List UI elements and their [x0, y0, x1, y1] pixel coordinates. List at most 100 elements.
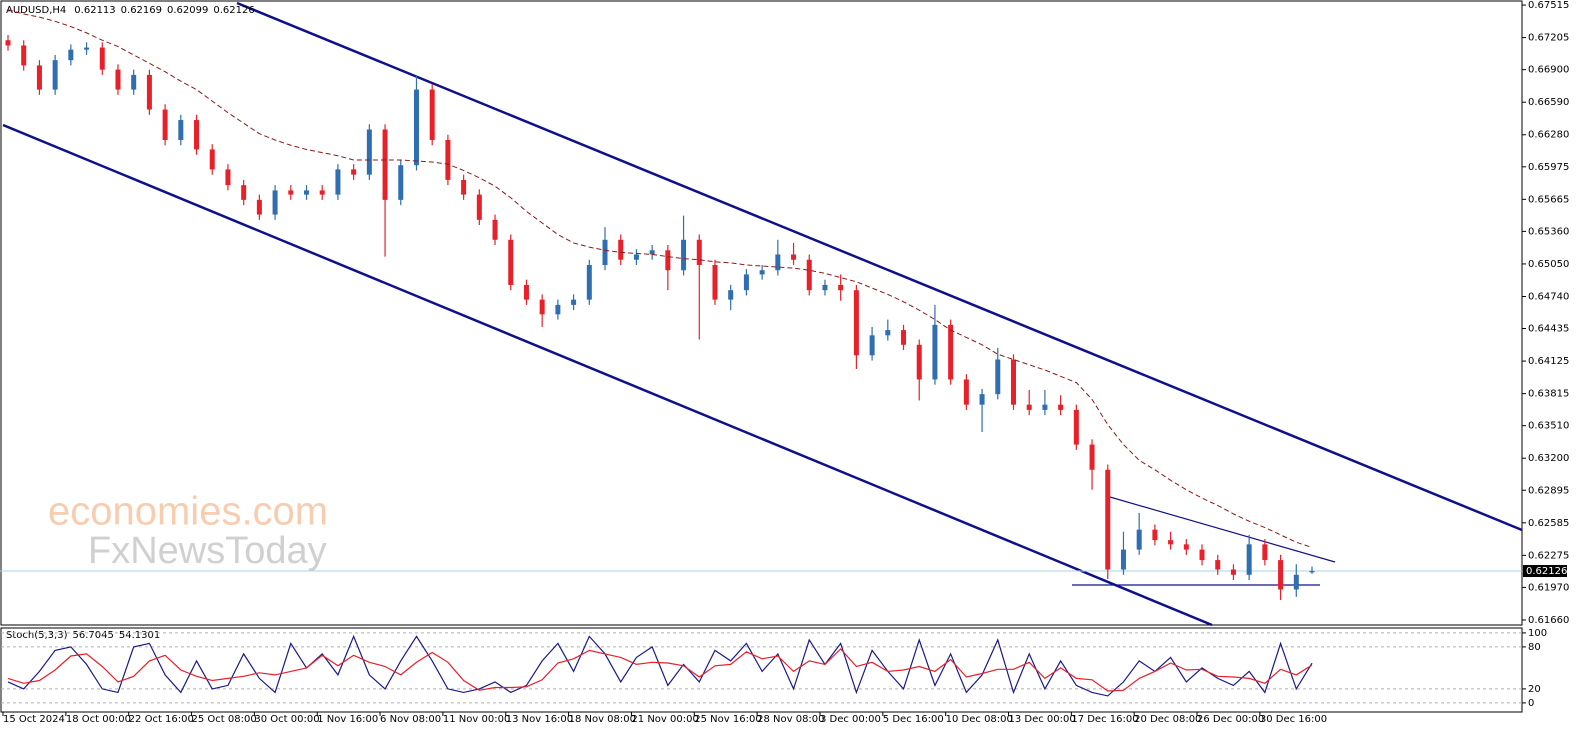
low-value: 0.62099: [167, 5, 208, 16]
candle-body: [68, 49, 74, 61]
candle-body: [901, 330, 907, 345]
candle-body: [633, 254, 639, 260]
candle-body: [5, 40, 11, 46]
candle-body: [618, 239, 624, 260]
channel: [2, 1, 1523, 627]
y-tick-label: 0.61660: [1528, 615, 1569, 626]
candle-body: [351, 169, 357, 175]
candle-body: [445, 140, 451, 180]
y-tick-label: 0.65360: [1528, 226, 1569, 237]
y-tick-label: 0.63815: [1528, 389, 1569, 400]
x-tick-label: 25 Oct 08:00: [192, 714, 257, 725]
y-tick-label: 0.62895: [1528, 485, 1569, 496]
candle-body: [696, 239, 702, 265]
x-tick-label: 30 Oct 00:00: [254, 714, 319, 725]
candle-body: [1183, 544, 1189, 550]
candle-body: [775, 254, 781, 271]
candle-body: [885, 330, 891, 336]
x-tick-label: 5 Dec 16:00: [883, 714, 944, 725]
candle-body: [413, 89, 419, 166]
y-tick-label: 0.61970: [1528, 582, 1569, 593]
candle-body: [319, 190, 325, 195]
candle-body: [665, 250, 671, 271]
y-tick-label: 0.63200: [1528, 453, 1569, 464]
candle-body: [1246, 544, 1252, 575]
candle-body: [256, 199, 262, 215]
watermark: economies.com: [48, 490, 328, 534]
y-tick-label: 0.62585: [1528, 518, 1569, 529]
candle-body: [335, 169, 341, 195]
candle-body: [759, 270, 765, 275]
candle-body: [241, 185, 247, 200]
candle-body: [555, 304, 561, 315]
candle-body: [225, 169, 231, 186]
symbol: AUDUSD,H4: [6, 5, 66, 16]
moving-average: [7, 9, 1313, 548]
x-tick-label: 20 Dec 08:00: [1134, 714, 1201, 725]
candle-body: [162, 109, 168, 141]
candle-body: [1058, 404, 1064, 410]
candle-body: [916, 344, 922, 380]
candle-body: [963, 379, 969, 405]
y-tick-label: 100: [1528, 628, 1547, 639]
close-value: 0.62126: [213, 5, 254, 16]
candle-body: [602, 239, 608, 265]
x-tick-label: 13 Dec 00:00: [1008, 714, 1075, 725]
candle-body: [1026, 404, 1032, 410]
candle-body: [476, 194, 482, 220]
candle-body: [571, 299, 577, 305]
k-value: 56.7045: [72, 630, 113, 641]
x-tick-label: 18 Nov 08:00: [569, 714, 636, 725]
candle-body: [52, 60, 58, 90]
main-panel: [0, 0, 1523, 626]
candle-body: [131, 74, 137, 90]
candle-body: [366, 129, 372, 175]
x-tick-label: 17 Dec 16:00: [1071, 714, 1138, 725]
candle-body: [649, 250, 655, 255]
x-tick-label: 30 Dec 16:00: [1260, 714, 1327, 725]
x-tick-label: 13 Nov 16:00: [506, 714, 573, 725]
candle-body: [586, 264, 592, 300]
high-value: 0.62169: [121, 5, 162, 16]
candle-body: [178, 120, 184, 141]
y-tick-label: 0.64740: [1528, 291, 1569, 302]
candle-body: [288, 190, 294, 195]
candle-body: [194, 120, 200, 150]
y-tick-label: 0.62275: [1528, 550, 1569, 561]
candle-body: [948, 324, 954, 380]
candle-body: [1105, 469, 1111, 570]
x-tick-label: 22 Oct 16:00: [129, 714, 194, 725]
y-tick-label: 20: [1528, 684, 1541, 695]
candle-body: [712, 264, 718, 300]
candle-body: [681, 239, 687, 271]
candle-body: [743, 274, 749, 291]
candle-body: [1293, 574, 1299, 590]
candle-body: [791, 254, 797, 260]
candle-body: [429, 89, 435, 141]
candle-body: [84, 47, 90, 50]
candle-body: [1136, 529, 1142, 550]
candle-body: [492, 219, 498, 240]
x-tick-label: 26 Dec 00:00: [1197, 714, 1264, 725]
candle-body: [1309, 571, 1315, 573]
candle-body: [1199, 549, 1205, 561]
symbol-header: AUDUSD,H4 0.62113 0.62169 0.62099 0.62126: [6, 5, 255, 16]
candle-body: [1278, 560, 1284, 590]
channel-upper: [236, 1, 1523, 532]
x-tick-label: 10 Dec 08:00: [946, 714, 1013, 725]
x-tick-label: 11 Nov 00:00: [443, 714, 510, 725]
candle-body: [523, 284, 529, 300]
candle-body: [838, 284, 844, 291]
candle-body: [1042, 404, 1048, 410]
candle-body: [382, 129, 388, 200]
current-price-box: [1523, 565, 1567, 578]
candle-body: [115, 69, 121, 90]
x-tick-label: 6 Nov 08:00: [380, 714, 441, 725]
candle-body: [539, 299, 545, 315]
candle-body: [1230, 569, 1236, 575]
x-tick-label: 25 Nov 16:00: [694, 714, 761, 725]
y-tick-label: 80: [1528, 642, 1541, 653]
y-tick-label: 0.67205: [1528, 33, 1569, 44]
candle-body: [869, 335, 875, 356]
y-tick-label: 0.63510: [1528, 421, 1569, 432]
